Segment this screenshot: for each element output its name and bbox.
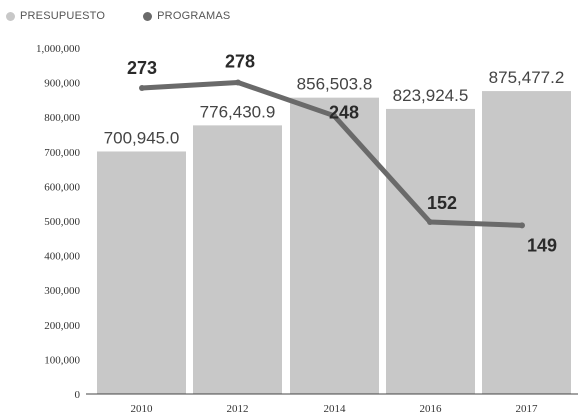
y-tick-label-5: 500,000 <box>44 216 80 228</box>
legend-label-presupuesto: PRESUPUESTO <box>20 10 106 22</box>
y-tick-label-1: 100,000 <box>44 354 80 366</box>
x-tick-label-2014: 2014 <box>324 403 347 415</box>
legend-swatch-programas <box>143 11 153 21</box>
x-tick-label-2012: 2012 <box>227 403 249 415</box>
bar-2014 <box>290 97 379 394</box>
programas-value-label-2010: 273 <box>127 58 157 78</box>
legend-label-programas: PROGRAMAS <box>157 10 231 22</box>
programas-point-2010 <box>139 85 145 91</box>
legend: PRESUPUESTO PROGRAMAS <box>6 8 268 24</box>
x-tick-label-2017: 2017 <box>516 403 539 415</box>
programas-value-label-2012: 278 <box>225 51 255 71</box>
x-tick-label-2016: 2016 <box>420 403 443 415</box>
y-tick-label-2: 200,000 <box>44 320 80 332</box>
legend-item-programas: PROGRAMAS <box>143 10 230 22</box>
y-tick-label-10: 1,000,000 <box>36 43 81 55</box>
bar-value-label-2012: 776,430.9 <box>200 102 276 121</box>
programas-value-label-2014: 248 <box>329 103 359 123</box>
y-tick-label-0: 0 <box>75 389 81 401</box>
x-tick-label-2010: 2010 <box>131 403 154 415</box>
legend-swatch-presupuesto <box>6 11 15 21</box>
programas-value-label-2016: 152 <box>427 193 457 213</box>
y-tick-label-7: 700,000 <box>44 147 80 159</box>
programas-point-2014 <box>331 112 337 119</box>
bar-value-label-2017: 875,477.2 <box>489 68 565 87</box>
bar-value-label-2014: 856,503.8 <box>297 75 373 94</box>
programas-point-2017 <box>519 222 525 229</box>
y-tick-label-4: 400,000 <box>44 251 80 263</box>
programas-point-2016 <box>427 219 433 225</box>
legend-item-presupuesto: PRESUPUESTO <box>6 10 105 22</box>
bar-2010 <box>97 151 186 394</box>
bar-value-label-2010: 700,945.0 <box>104 128 180 147</box>
programas-value-label-2017: 149 <box>527 235 557 255</box>
bar-2016 <box>386 108 475 395</box>
bar-value-label-2016: 823,924.5 <box>393 86 469 105</box>
y-tick-label-8: 800,000 <box>44 112 80 124</box>
bar-2012 <box>193 125 282 394</box>
bar-2017 <box>482 91 571 394</box>
y-tick-label-3: 300,000 <box>44 285 80 297</box>
programas-point-2012 <box>235 79 241 86</box>
y-tick-label-9: 900,000 <box>44 78 80 90</box>
y-tick-label-6: 600,000 <box>44 181 80 193</box>
